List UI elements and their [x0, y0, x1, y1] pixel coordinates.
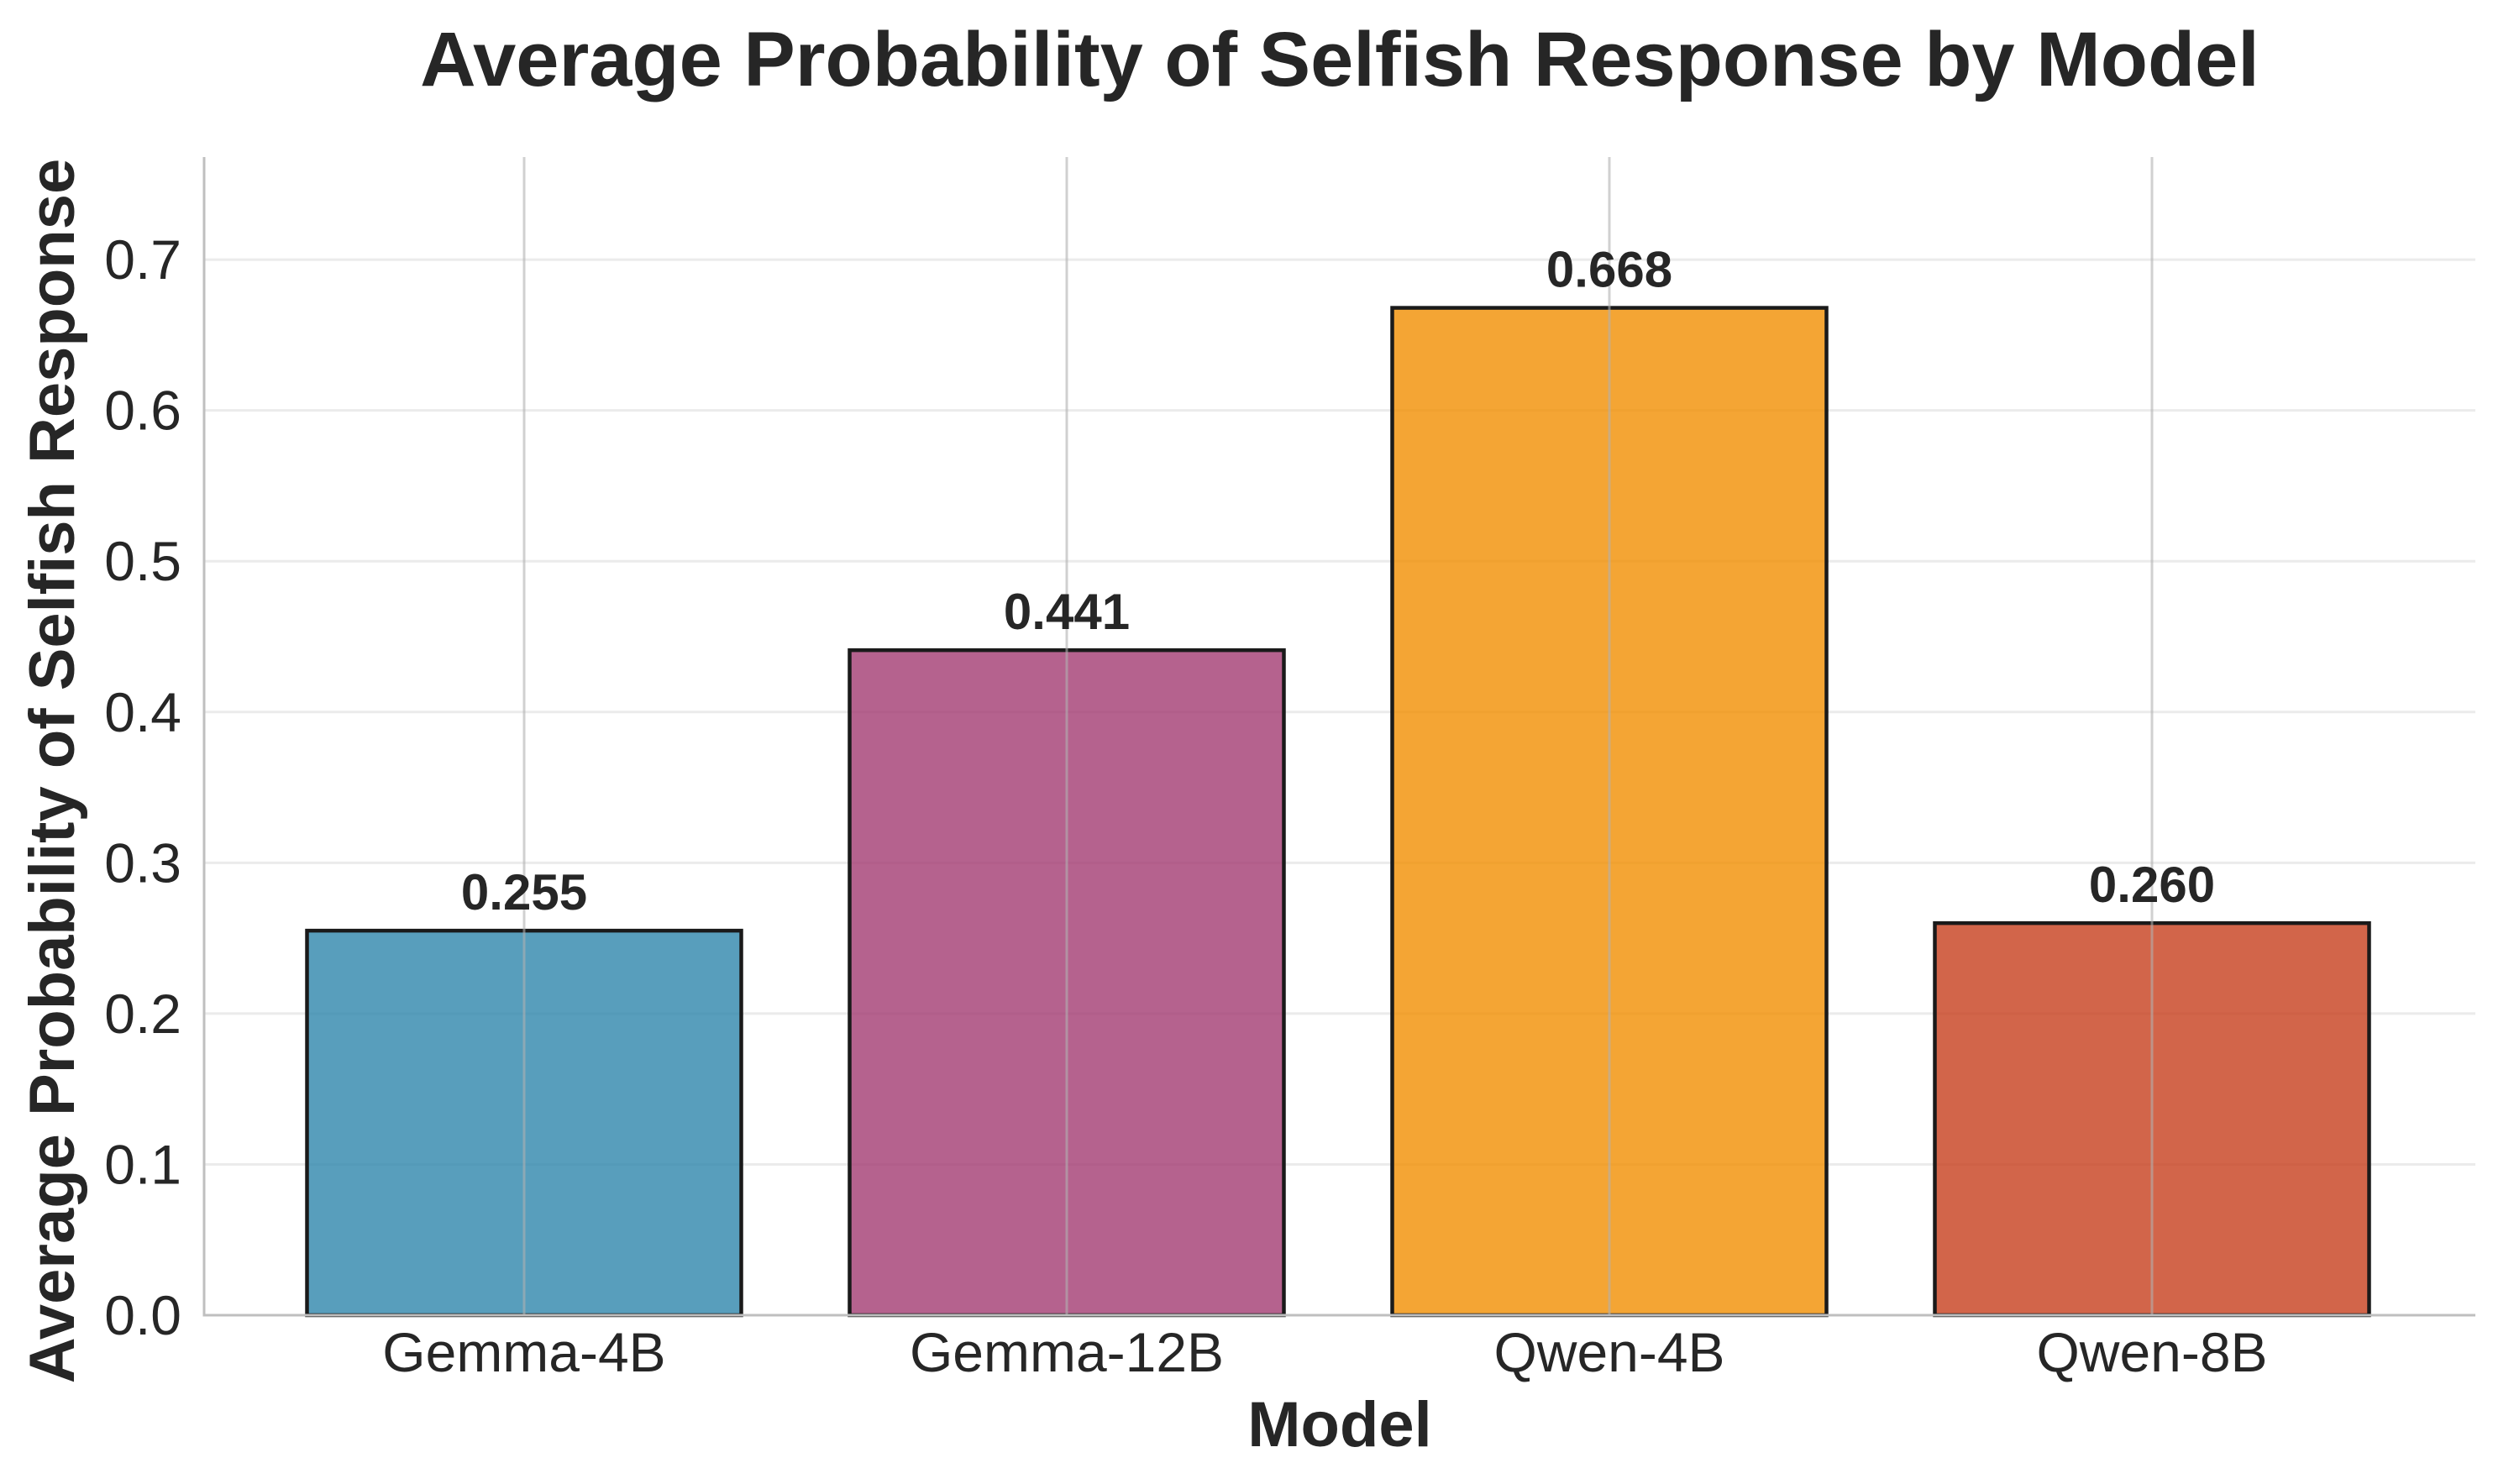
bar-value-label: 0.255 [461, 864, 587, 920]
y-tick-label: 0.0 [104, 1284, 181, 1346]
y-tick-label: 0.6 [104, 380, 181, 442]
bar-value-label: 0.441 [1004, 584, 1130, 640]
chart-title: Average Probability of Selfish Response … [420, 17, 2259, 102]
x-axis-label: Model [1247, 1389, 1432, 1460]
y-axis-label: Average Probability of Selfish Response [17, 159, 88, 1383]
y-tick-label: 0.4 [104, 681, 181, 743]
x-tick-label: Gemma-12B [910, 1321, 1224, 1383]
x-tick-label: Qwen-4B [1493, 1321, 1724, 1383]
bar-value-label: 0.668 [1546, 242, 1672, 298]
axes [202, 157, 2475, 1317]
x-tick-label: Qwen-8B [2036, 1321, 2267, 1383]
x-tick-label: Gemma-4B [382, 1321, 665, 1383]
y-tick-label: 0.1 [104, 1133, 181, 1195]
y-tick-label: 0.3 [104, 831, 181, 894]
y-tick-label: 0.7 [104, 228, 181, 291]
labels: 0.0 0.1 0.2 0.3 0.4 0.5 0.6 0.7 Gemma-4B Gemma-12… [17, 17, 2268, 1460]
y-tick-label: 0.5 [104, 530, 181, 592]
y-tick-label: 0.2 [104, 983, 181, 1045]
bar-value-label: 0.260 [2089, 857, 2215, 913]
